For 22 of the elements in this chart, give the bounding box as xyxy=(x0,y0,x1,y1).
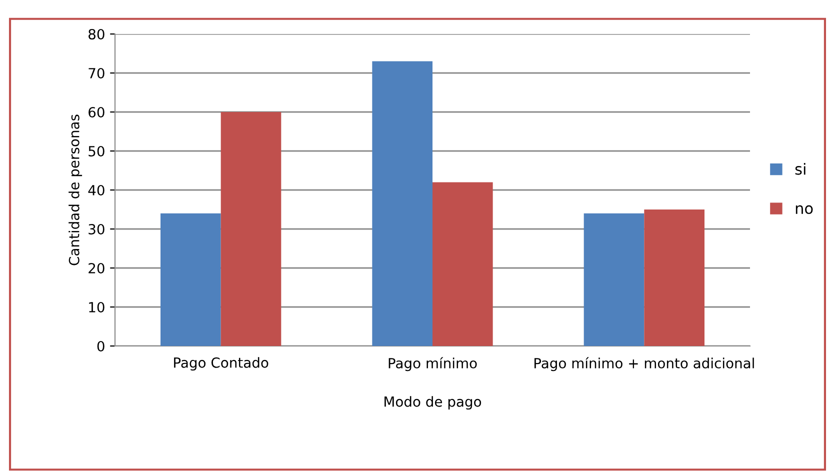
bar xyxy=(372,61,432,346)
y-tick-label: 30 xyxy=(88,224,104,234)
y-tick-label: 40 xyxy=(88,184,104,196)
y-tick-label: 20 xyxy=(88,262,104,274)
y-tick-label: 70 xyxy=(88,68,104,78)
bar xyxy=(584,213,644,346)
y-tick-label: 50 xyxy=(88,146,104,156)
x-tick-label: Pago mínimo xyxy=(388,357,477,372)
legend-label: si xyxy=(795,162,806,175)
y-tick-label: 80 xyxy=(88,28,104,40)
y-tick-label: 10 xyxy=(89,302,104,312)
bar xyxy=(160,213,221,346)
x-tick-label: Pago mínimo + monto adicional xyxy=(534,357,754,372)
bar xyxy=(432,182,493,346)
bar xyxy=(220,112,282,346)
y-tick-label: 0 xyxy=(97,340,104,352)
bar xyxy=(644,210,704,346)
y-tick-label: 60 xyxy=(88,106,104,118)
y-axis-title: Cantidad de personas xyxy=(68,114,82,266)
legend-label: no xyxy=(796,205,813,214)
x-tick-label: Pago Contado xyxy=(174,357,268,371)
x-axis-title: Modo de pago xyxy=(384,396,482,410)
